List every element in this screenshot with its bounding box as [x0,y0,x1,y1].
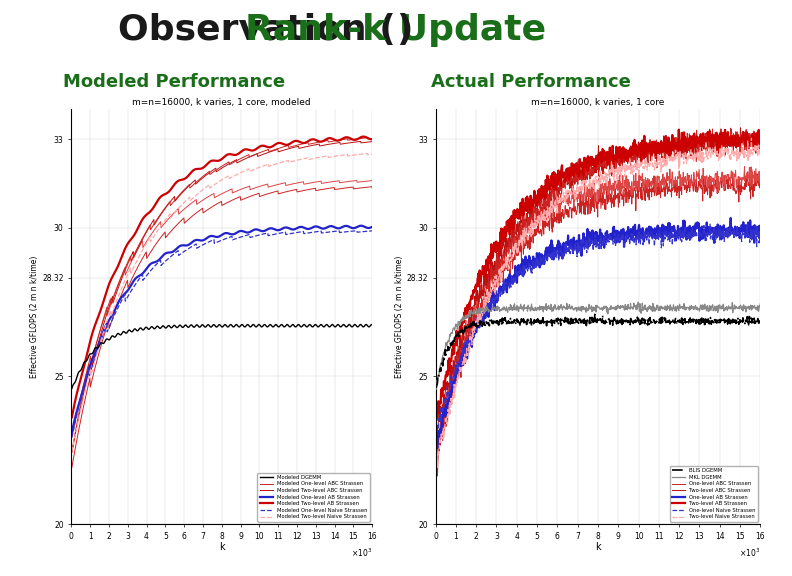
Title: m=n=16000, k varies, 1 core: m=n=16000, k varies, 1 core [531,98,664,107]
Text: ): ) [396,13,413,47]
Text: $\times 10^{3}$: $\times 10^{3}$ [351,547,372,559]
X-axis label: k: k [595,542,601,552]
Y-axis label: Effective GFLOPS (2 m n k/time): Effective GFLOPS (2 m n k/time) [394,256,404,378]
X-axis label: k: k [219,542,225,552]
Text: $\times 10^{3}$: $\times 10^{3}$ [739,547,760,559]
Legend: BLIS DGEMM, MKL DGEMM, One-level ABC Strassen, Two-level ABC Strassen, One-level: BLIS DGEMM, MKL DGEMM, One-level ABC Str… [669,466,758,521]
Text: Observation (: Observation ( [118,13,396,47]
Text: Modeled Performance: Modeled Performance [63,73,285,91]
Title: m=n=16000, k varies, 1 core, modeled: m=n=16000, k varies, 1 core, modeled [132,98,311,107]
Y-axis label: Effective GFLOPS (2 m n k/time): Effective GFLOPS (2 m n k/time) [30,256,40,378]
Text: Actual Performance: Actual Performance [431,73,630,91]
Text: Rank-k Update: Rank-k Update [246,13,546,47]
Legend: Modeled DGEMM, Modeled One-level ABC Strassen, Modeled Two-level ABC Strassen, M: Modeled DGEMM, Modeled One-level ABC Str… [257,473,370,521]
